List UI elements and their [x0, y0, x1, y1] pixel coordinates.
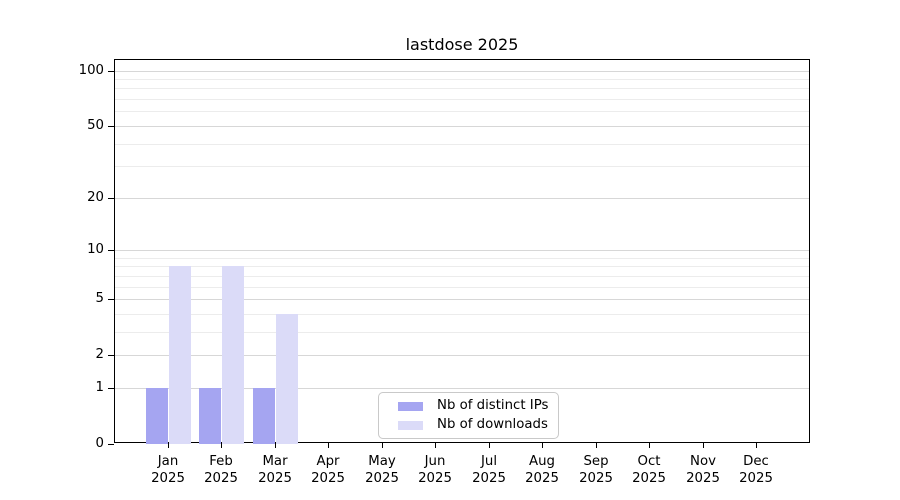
minor-gridline-60 — [115, 111, 809, 113]
x-label-year-apr: 2025 — [311, 471, 345, 486]
minor-gridline-90 — [115, 78, 809, 80]
minor-gridline-8 — [115, 266, 809, 268]
x-label-month-sep: Sep — [583, 454, 609, 469]
y-tick-label-50: 50 — [87, 118, 104, 133]
major-gridline-5 — [115, 299, 809, 300]
x-tick-label-jun: Jun 2025 — [395, 453, 475, 487]
x-tick-label-feb: Feb 2025 — [181, 453, 261, 487]
minor-gridline-6 — [115, 286, 809, 288]
y-tick-label-1: 1 — [95, 380, 104, 395]
minor-gridline-70 — [115, 99, 809, 100]
y-tick-10 — [108, 250, 114, 251]
bar-nb-of-distinct-ips-feb — [199, 387, 222, 444]
x-tick-aug — [542, 443, 543, 448]
x-label-month-may: May — [368, 454, 396, 469]
x-tick-may — [382, 443, 383, 448]
major-gridline-10 — [115, 249, 809, 251]
x-tick-label-jan: Jan 2025 — [128, 453, 208, 487]
x-tick-jan — [168, 443, 169, 448]
major-gridline-100 — [115, 70, 809, 72]
legend-swatch-nb-of-downloads — [398, 420, 423, 430]
y-tick-20 — [108, 198, 114, 199]
x-tick-label-apr: Apr 2025 — [288, 453, 368, 487]
y-tick-2 — [108, 355, 114, 356]
x-label-year-dec: 2025 — [739, 471, 773, 486]
plot-area — [114, 59, 810, 444]
x-tick-sep — [596, 443, 597, 448]
x-label-year-oct: 2025 — [632, 471, 666, 486]
x-tick-label-jul: Jul 2025 — [449, 453, 529, 487]
minor-gridline-4 — [115, 313, 809, 315]
major-gridline-20 — [115, 197, 809, 199]
major-gridline-50 — [115, 125, 809, 127]
x-label-month-nov: Nov — [690, 454, 716, 469]
x-label-year-may: 2025 — [365, 471, 399, 486]
x-tick-label-dec: Dec 2025 — [716, 453, 796, 487]
x-tick-feb — [221, 443, 222, 448]
x-label-month-jun: Jun — [424, 454, 446, 469]
x-tick-apr — [328, 443, 329, 448]
y-tick-label-5: 5 — [95, 291, 104, 306]
x-tick-dec — [756, 443, 757, 448]
x-label-month-oct: Oct — [637, 454, 661, 469]
x-label-year-sep: 2025 — [579, 471, 613, 486]
x-label-month-apr: Apr — [316, 454, 340, 469]
x-tick-label-nov: Nov 2025 — [663, 453, 743, 487]
major-gridline-2 — [115, 355, 809, 357]
x-tick-label-aug: Aug 2025 — [502, 453, 582, 487]
major-gridline-1 — [115, 387, 809, 389]
bar-nb-of-distinct-ips-mar — [252, 387, 275, 444]
x-label-month-jul: Jul — [480, 454, 498, 469]
legend-swatch-nb-of-distinct-ips — [398, 401, 423, 411]
x-tick-mar — [275, 443, 276, 448]
legend: Nb of distinct IPs Nb of downloads — [378, 392, 560, 439]
legend-label-nb-of-distinct-ips: Nb of distinct IPs — [437, 398, 549, 413]
x-label-year-mar: 2025 — [258, 471, 292, 486]
minor-gridline-9 — [115, 257, 809, 259]
y-tick-100 — [108, 71, 114, 72]
x-label-year-jul: 2025 — [472, 471, 506, 486]
bar-nb-of-distinct-ips-jan — [145, 387, 168, 444]
x-label-month-mar: Mar — [262, 454, 288, 469]
x-tick-nov — [703, 443, 704, 448]
minor-gridline-3 — [115, 331, 809, 333]
legend-label-nb-of-downloads: Nb of downloads — [437, 417, 548, 432]
x-tick-jul — [489, 443, 490, 448]
x-label-month-feb: Feb — [209, 454, 233, 469]
minor-gridline-30 — [115, 166, 809, 168]
bar-nb-of-downloads-feb — [222, 266, 245, 444]
bar-nb-of-downloads-mar — [275, 313, 298, 444]
y-tick-1 — [108, 388, 114, 389]
minor-gridline-40 — [115, 143, 809, 145]
x-label-year-jun: 2025 — [418, 471, 452, 486]
legend-entry-nb-of-downloads: Nb of downloads — [398, 417, 548, 433]
x-label-month-aug: Aug — [529, 454, 555, 469]
y-tick-label-2: 2 — [95, 347, 104, 362]
minor-gridline-7 — [115, 275, 809, 277]
x-tick-label-oct: Oct 2025 — [609, 453, 689, 487]
x-label-year-feb: 2025 — [204, 471, 238, 486]
x-label-year-aug: 2025 — [525, 471, 559, 486]
x-label-year-jan: 2025 — [151, 471, 185, 486]
x-tick-label-may: May 2025 — [342, 453, 422, 487]
x-tick-label-sep: Sep 2025 — [556, 453, 636, 487]
y-tick-label-20: 20 — [87, 190, 104, 205]
x-tick-oct — [649, 443, 650, 448]
y-tick-label-100: 100 — [78, 63, 104, 78]
y-tick-0 — [108, 444, 114, 445]
chart-title: lastdose 2025 — [405, 35, 519, 54]
x-label-month-dec: Dec — [743, 454, 769, 469]
minor-gridline-80 — [115, 88, 809, 90]
x-tick-jun — [435, 443, 436, 448]
x-label-month-jan: Jan — [157, 454, 179, 469]
legend-entry-nb-of-distinct-ips: Nb of distinct IPs — [398, 398, 548, 414]
x-label-year-nov: 2025 — [686, 471, 720, 486]
bar-nb-of-downloads-jan — [168, 266, 191, 444]
x-tick-label-mar: Mar 2025 — [235, 453, 315, 487]
y-tick-50 — [108, 126, 114, 127]
y-tick-label-10: 10 — [87, 242, 104, 257]
y-tick-label-0: 0 — [95, 436, 104, 451]
y-tick-5 — [108, 299, 114, 300]
